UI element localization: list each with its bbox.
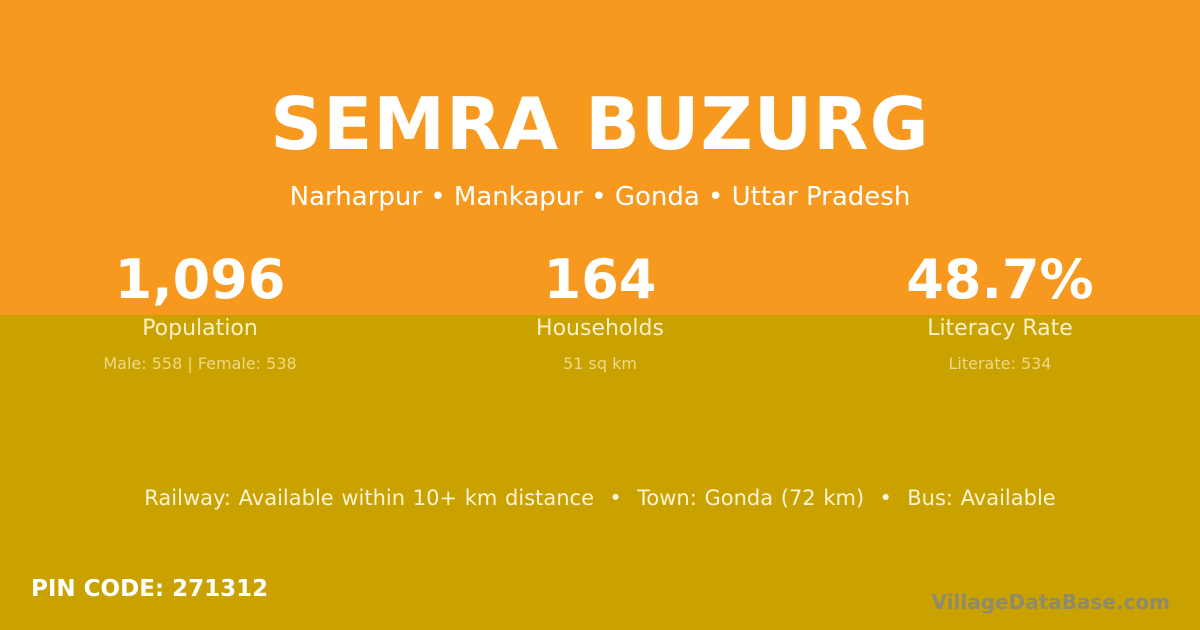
stat-label: Literacy Rate	[927, 316, 1073, 341]
stat-value: 1,096	[114, 248, 286, 311]
amenities-line: Railway: Available within 10+ km distanc…	[144, 486, 1056, 510]
stat-label: Population	[142, 316, 258, 341]
location-breadcrumb: Narharpur • Mankapur • Gonda • Uttar Pra…	[289, 182, 911, 212]
brand-watermark: VillageDataBase.com	[931, 590, 1170, 614]
stat-literacy: 48.7% Literacy Rate Literate: 534	[800, 248, 1200, 373]
pin-code: PIN CODE: 271312	[31, 576, 269, 602]
header-band	[0, 0, 1200, 315]
stat-population: 1,096 Population Male: 558 | Female: 538	[0, 248, 400, 373]
stat-value: 164	[543, 248, 657, 311]
stat-value: 48.7%	[906, 248, 1094, 311]
stat-detail: 51 sq km	[563, 354, 637, 373]
stat-detail: Literate: 534	[948, 354, 1052, 373]
stat-label: Households	[536, 316, 664, 341]
stat-detail: Male: 558 | Female: 538	[103, 354, 297, 373]
stat-households: 164 Households 51 sq km	[400, 248, 800, 373]
village-name: SEMRA BUZURG	[270, 82, 930, 166]
